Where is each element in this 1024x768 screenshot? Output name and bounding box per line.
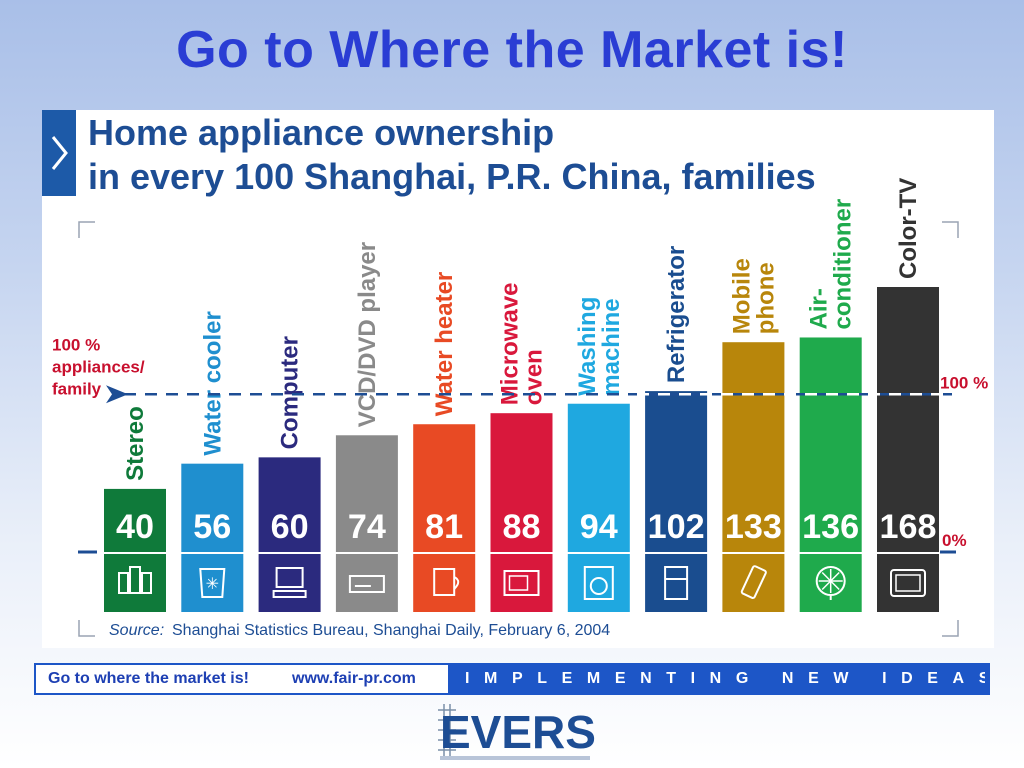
category-label-mobile-phone: Mobilephone (728, 258, 779, 334)
category-label-water-cooler: Water cooler (199, 311, 226, 455)
bar-icon-panel-color-tv (877, 554, 939, 612)
category-label-color-tv: Color-TV (895, 178, 922, 279)
bar-stereo (104, 488, 166, 552)
bar-icon-panel-computer (258, 554, 321, 612)
computer-icon (272, 567, 307, 598)
corner-bracket-br (942, 620, 959, 637)
value-label-water-cooler: 56 (193, 508, 231, 546)
water-cooler-icon: ✳ (199, 568, 226, 598)
category-label-vcd-dvd-player: VCD/DVD player (354, 242, 381, 427)
bar-air-conditioner (799, 337, 862, 552)
washing-machine-icon (583, 566, 614, 600)
reference-label-left-2: appliances/ (52, 357, 145, 376)
tv-icon (890, 569, 926, 597)
value-label-microwave-oven: 88 (503, 508, 541, 546)
reference-label-left-1: 100 % (52, 335, 100, 354)
logo-text: EVERS (440, 706, 596, 758)
bar-chart: 40 Stereo ✳ 56 Water cooler 60 Computer 74 VCD/D… (52, 178, 988, 639)
value-label-refrigerator: 102 (648, 508, 705, 546)
slide-title: Go to Where the Market is! (176, 21, 848, 79)
water-heater-icon (433, 568, 460, 596)
bar-water-cooler (181, 463, 244, 552)
chart-panel: Home appliance ownership in every 100 Sh… (42, 110, 994, 648)
reference-arrow-icon (106, 385, 128, 404)
stereo-icon (118, 566, 152, 594)
reference-label-right: 100 % (940, 373, 988, 392)
category-label-water-heater: Water heater (431, 272, 458, 417)
source-label: Source: (109, 622, 164, 639)
value-label-washing-machine: 94 (580, 508, 618, 546)
value-label-vcd-dvd-player: 74 (348, 508, 386, 546)
air-conditioner-icon (815, 566, 846, 600)
bar-vcd-dvd-player (335, 435, 398, 552)
value-label-stereo: 40 (116, 508, 154, 546)
bar-microwave-oven (490, 413, 553, 552)
category-label-stereo: Stereo (122, 406, 149, 481)
bar-mobile-phone (722, 342, 785, 552)
value-label-air-conditioner: 136 (802, 508, 859, 546)
reference-label-left-3: family (52, 379, 102, 398)
chevron-box (42, 110, 76, 196)
dvd-player-icon (348, 575, 385, 593)
mobile-phone-icon (740, 565, 767, 599)
value-label-water-heater: 81 (425, 508, 463, 546)
refrigerator-icon (664, 566, 689, 600)
category-label-computer: Computer (277, 336, 304, 449)
footer-slogan: Go to where the market is! (48, 670, 249, 687)
zero-label: 0% (942, 531, 967, 550)
bar-refrigerator (645, 391, 708, 552)
corner-bracket-tr (942, 221, 959, 238)
evers-logo: EVERS (438, 704, 596, 760)
bar-icon-panel-mobile-phone (722, 554, 785, 612)
chart-title-line-1: Home appliance ownership (88, 112, 555, 153)
value-label-computer: 60 (271, 508, 309, 546)
source-text: Shanghai Statistics Bureau, Shanghai Dai… (172, 622, 610, 639)
chart-title-line-2: in every 100 Shanghai, P.R. China, famil… (88, 156, 816, 197)
footer-bar: Go to where the market is! www.fair-pr.c… (34, 663, 990, 695)
value-label-color-tv: 168 (880, 508, 937, 546)
bar-color-tv (877, 287, 939, 552)
bar-water-heater (413, 424, 476, 552)
footer-tagline: IMPLEMENTING NEW IDEAS (465, 670, 985, 687)
bar-computer (258, 457, 321, 552)
footer-slogan-box: Go to where the market is! www.fair-pr.c… (36, 665, 448, 693)
bar-icon-panel-water-heater (413, 554, 476, 612)
bar-icon-panel-vcd-dvd-player (335, 554, 398, 612)
bar-icon-panel-washing-machine (567, 554, 630, 612)
corner-bracket-bl (78, 620, 95, 637)
footer-url-link[interactable]: www.fair-pr.com (292, 670, 416, 687)
bar-icon-panel-water-cooler (181, 554, 244, 612)
microwave-icon (503, 570, 540, 596)
svg-text:✳: ✳ (206, 576, 219, 593)
category-label-washing-machine: Washingmachine (574, 297, 625, 396)
bar-icon-panel-stereo (104, 554, 166, 612)
corner-bracket-tl (78, 221, 95, 238)
value-label-mobile-phone: 133 (725, 508, 782, 546)
category-label-air-conditioner: Air-conditioner (806, 199, 857, 330)
bar-washing-machine (567, 403, 630, 552)
category-label-microwave-oven: Microwaveoven (497, 282, 548, 405)
bar-icon-panel-microwave-oven (490, 554, 553, 612)
category-label-refrigerator: Refrigerator (663, 246, 690, 383)
chevron-right-icon (51, 136, 68, 170)
bar-icon-panel-refrigerator (645, 554, 708, 612)
